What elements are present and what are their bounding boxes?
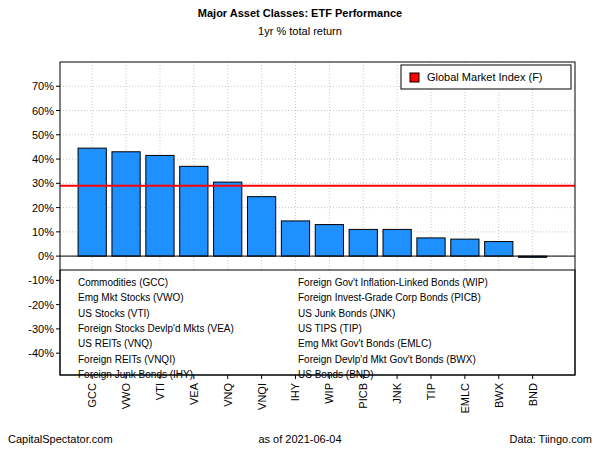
description-text: Foreign REITs (VNQI) bbox=[78, 354, 175, 365]
subtitle: 1yr % total return bbox=[258, 25, 342, 37]
x-tick bbox=[261, 375, 262, 379]
grid-line-y bbox=[60, 256, 575, 257]
y-tick bbox=[56, 159, 60, 160]
bar bbox=[383, 229, 411, 256]
y-tick-label: 20% bbox=[32, 202, 54, 214]
y-tick-label: 60% bbox=[32, 105, 54, 117]
y-tick bbox=[56, 304, 60, 305]
plot-frame bbox=[60, 62, 575, 375]
description-text: US Bonds (BND) bbox=[298, 369, 374, 380]
y-tick bbox=[56, 183, 60, 184]
description-text: Foreign Devlp'd Mkt Gov't Bonds (BWX) bbox=[298, 354, 476, 365]
x-tick bbox=[193, 375, 194, 379]
y-tick-label: 0% bbox=[38, 250, 54, 262]
y-tick-label: -30% bbox=[28, 323, 54, 335]
x-tick bbox=[532, 375, 533, 379]
bar bbox=[247, 197, 275, 256]
legend-label: Global Market Index (F) bbox=[427, 71, 543, 83]
y-tick-label: 50% bbox=[32, 129, 54, 141]
x-tick-label: TIP bbox=[425, 383, 437, 400]
description-text: US Stocks (VTI) bbox=[78, 308, 150, 319]
footer-left: CapitalSpectator.com bbox=[8, 433, 113, 445]
x-tick-label: WIP bbox=[323, 383, 335, 404]
y-tick bbox=[56, 328, 60, 329]
x-tick-label: BWX bbox=[493, 382, 505, 408]
bar bbox=[214, 182, 242, 256]
x-tick bbox=[92, 375, 93, 379]
x-tick-label: VWO bbox=[120, 383, 132, 410]
legend-swatch bbox=[410, 73, 419, 82]
description-box bbox=[60, 270, 575, 375]
description-text: US Junk Bonds (JNK) bbox=[298, 308, 395, 319]
x-tick-label: JNK bbox=[391, 382, 403, 403]
x-tick bbox=[464, 375, 465, 379]
x-tick-label: PICB bbox=[357, 383, 369, 409]
y-tick bbox=[56, 86, 60, 87]
legend-box bbox=[401, 65, 571, 89]
x-tick bbox=[397, 375, 398, 379]
grid-line-y bbox=[60, 110, 575, 111]
description-text: Emg Mkt Stocks (VWO) bbox=[78, 292, 184, 303]
x-tick-label: GCC bbox=[86, 383, 98, 408]
y-tick-label: -10% bbox=[28, 274, 54, 286]
bar bbox=[180, 166, 208, 256]
footer-center: as of 2021-06-04 bbox=[258, 433, 341, 445]
x-tick bbox=[295, 375, 296, 379]
bar bbox=[281, 221, 309, 256]
bar bbox=[146, 155, 174, 256]
grid-line-y bbox=[60, 134, 575, 135]
x-tick-label: EMLC bbox=[459, 383, 471, 414]
y-tick-label: -20% bbox=[28, 299, 54, 311]
x-tick bbox=[431, 375, 432, 379]
title: Major Asset Classes: ETF Performance bbox=[198, 7, 402, 19]
zero-line bbox=[60, 256, 575, 257]
x-tick-label: IHY bbox=[289, 382, 301, 401]
y-tick bbox=[56, 207, 60, 208]
x-tick bbox=[363, 375, 364, 379]
x-tick-label: VEA bbox=[188, 382, 200, 405]
x-tick-label: BND bbox=[527, 383, 539, 406]
y-tick bbox=[56, 280, 60, 281]
y-tick-label: 70% bbox=[32, 80, 54, 92]
bar bbox=[112, 152, 140, 256]
description-text: Foreign Junk Bonds (IHY) bbox=[78, 369, 193, 380]
description-text: US TIPS (TIP) bbox=[298, 323, 362, 334]
x-tick bbox=[159, 375, 160, 379]
y-tick bbox=[56, 134, 60, 135]
x-tick-label: VNQI bbox=[256, 383, 268, 410]
bar bbox=[349, 229, 377, 256]
bars bbox=[60, 148, 575, 257]
bar bbox=[78, 148, 106, 256]
y-tick bbox=[56, 231, 60, 232]
x-tick bbox=[498, 375, 499, 379]
y-tick bbox=[56, 353, 60, 354]
description-text: Foreign Stocks Devlp'd Mkts (VEA) bbox=[78, 323, 234, 334]
x-tick bbox=[227, 375, 228, 379]
bar bbox=[485, 242, 513, 257]
description-text: Foreign Invest-Grade Corp Bonds (PICB) bbox=[298, 292, 481, 303]
x-tick-label: VNQ bbox=[222, 383, 234, 407]
bar bbox=[451, 239, 479, 256]
description-text: Emg Mkt Gov't Bonds (EMLC) bbox=[298, 338, 432, 349]
description-text: Commodities (GCC) bbox=[78, 277, 168, 288]
bar bbox=[417, 238, 445, 256]
y-tick-label: 30% bbox=[32, 177, 54, 189]
x-tick-label: VTI bbox=[154, 383, 166, 400]
y-tick bbox=[56, 256, 60, 257]
chart: Major Asset Classes: ETF Performance 1yr … bbox=[0, 0, 600, 450]
bar bbox=[315, 225, 343, 257]
reference-line bbox=[60, 185, 575, 187]
description-text: Foreign Gov't Inflation-Linked Bonds (WI… bbox=[298, 277, 488, 288]
y-tick-label: 10% bbox=[32, 226, 54, 238]
x-tick bbox=[329, 375, 330, 379]
y-tick bbox=[56, 110, 60, 111]
y-tick-label: -40% bbox=[28, 347, 54, 359]
x-tick bbox=[126, 375, 127, 379]
footer-right: Data: Tiingo.com bbox=[509, 433, 592, 445]
y-tick-label: 40% bbox=[32, 153, 54, 165]
description-text: US REITs (VNQ) bbox=[78, 338, 152, 349]
